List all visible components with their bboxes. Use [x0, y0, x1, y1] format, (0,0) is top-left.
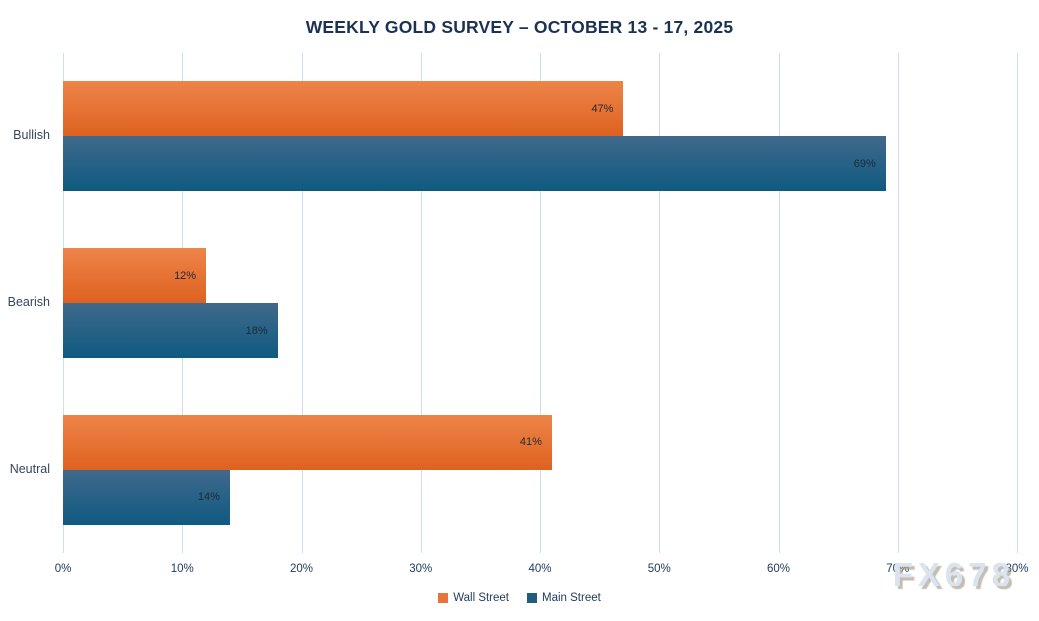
bar-wall-street-neutral: 41%	[63, 414, 552, 470]
data-label: 69%	[853, 157, 876, 170]
gridline	[420, 53, 422, 553]
legend-swatch-icon	[438, 593, 449, 603]
data-label: 14%	[197, 491, 220, 504]
x-axis-tick-label: 20%	[289, 563, 314, 575]
x-axis-tick-label: 80%	[1005, 563, 1029, 575]
x-axis-tick-label: 10%	[170, 563, 194, 575]
watermark: FX678	[892, 556, 1015, 593]
x-axis-tick-label: 50%	[647, 563, 671, 575]
bar-main-street-bearish: 18%	[63, 303, 278, 358]
chart-title: WEEKLY GOLD SURVEY – OCTOBER 13 - 17, 20…	[305, 17, 734, 37]
data-label: 41%	[519, 436, 542, 449]
x-axis-tick-label: 40%	[528, 563, 552, 575]
x-axis-tick-label: 70%	[886, 563, 910, 575]
x-axis-tick-label: 0%	[54, 563, 72, 575]
bar-wall-street-bearish: 12%	[63, 248, 207, 303]
gridline	[897, 53, 899, 553]
legend-item-main-street: Main Street	[527, 592, 601, 604]
data-label: 12%	[174, 269, 197, 282]
category-label-neutral: Neutral	[9, 461, 50, 476]
category-label-bullish: Bullish	[13, 128, 50, 143]
legend-swatch-icon	[527, 593, 537, 603]
data-label: 18%	[245, 324, 268, 337]
gridline	[659, 53, 661, 553]
category-label-bearish: Bearish	[7, 295, 50, 309]
x-axis-tick-label: 60%	[766, 563, 791, 575]
x-axis-tick-label: 30%	[409, 563, 433, 575]
bar-main-street-neutral: 14%	[63, 469, 230, 525]
legend-item-wall-street: Wall Street	[438, 592, 509, 604]
plot-area: 47% 69% 12% 18% 41% 14%	[63, 53, 1018, 553]
gridline	[540, 53, 541, 553]
legend-label: Wall Street	[453, 592, 509, 604]
legend-label: Main Street	[542, 592, 601, 604]
gridline	[301, 53, 303, 553]
legend: Wall Street Main Street	[0, 592, 1039, 604]
gridline	[1017, 53, 1018, 553]
data-label: 47%	[591, 102, 614, 115]
bar-wall-street-bullish: 47%	[63, 81, 624, 137]
gridline	[778, 53, 780, 553]
bar-main-street-bullish: 69%	[63, 136, 886, 192]
